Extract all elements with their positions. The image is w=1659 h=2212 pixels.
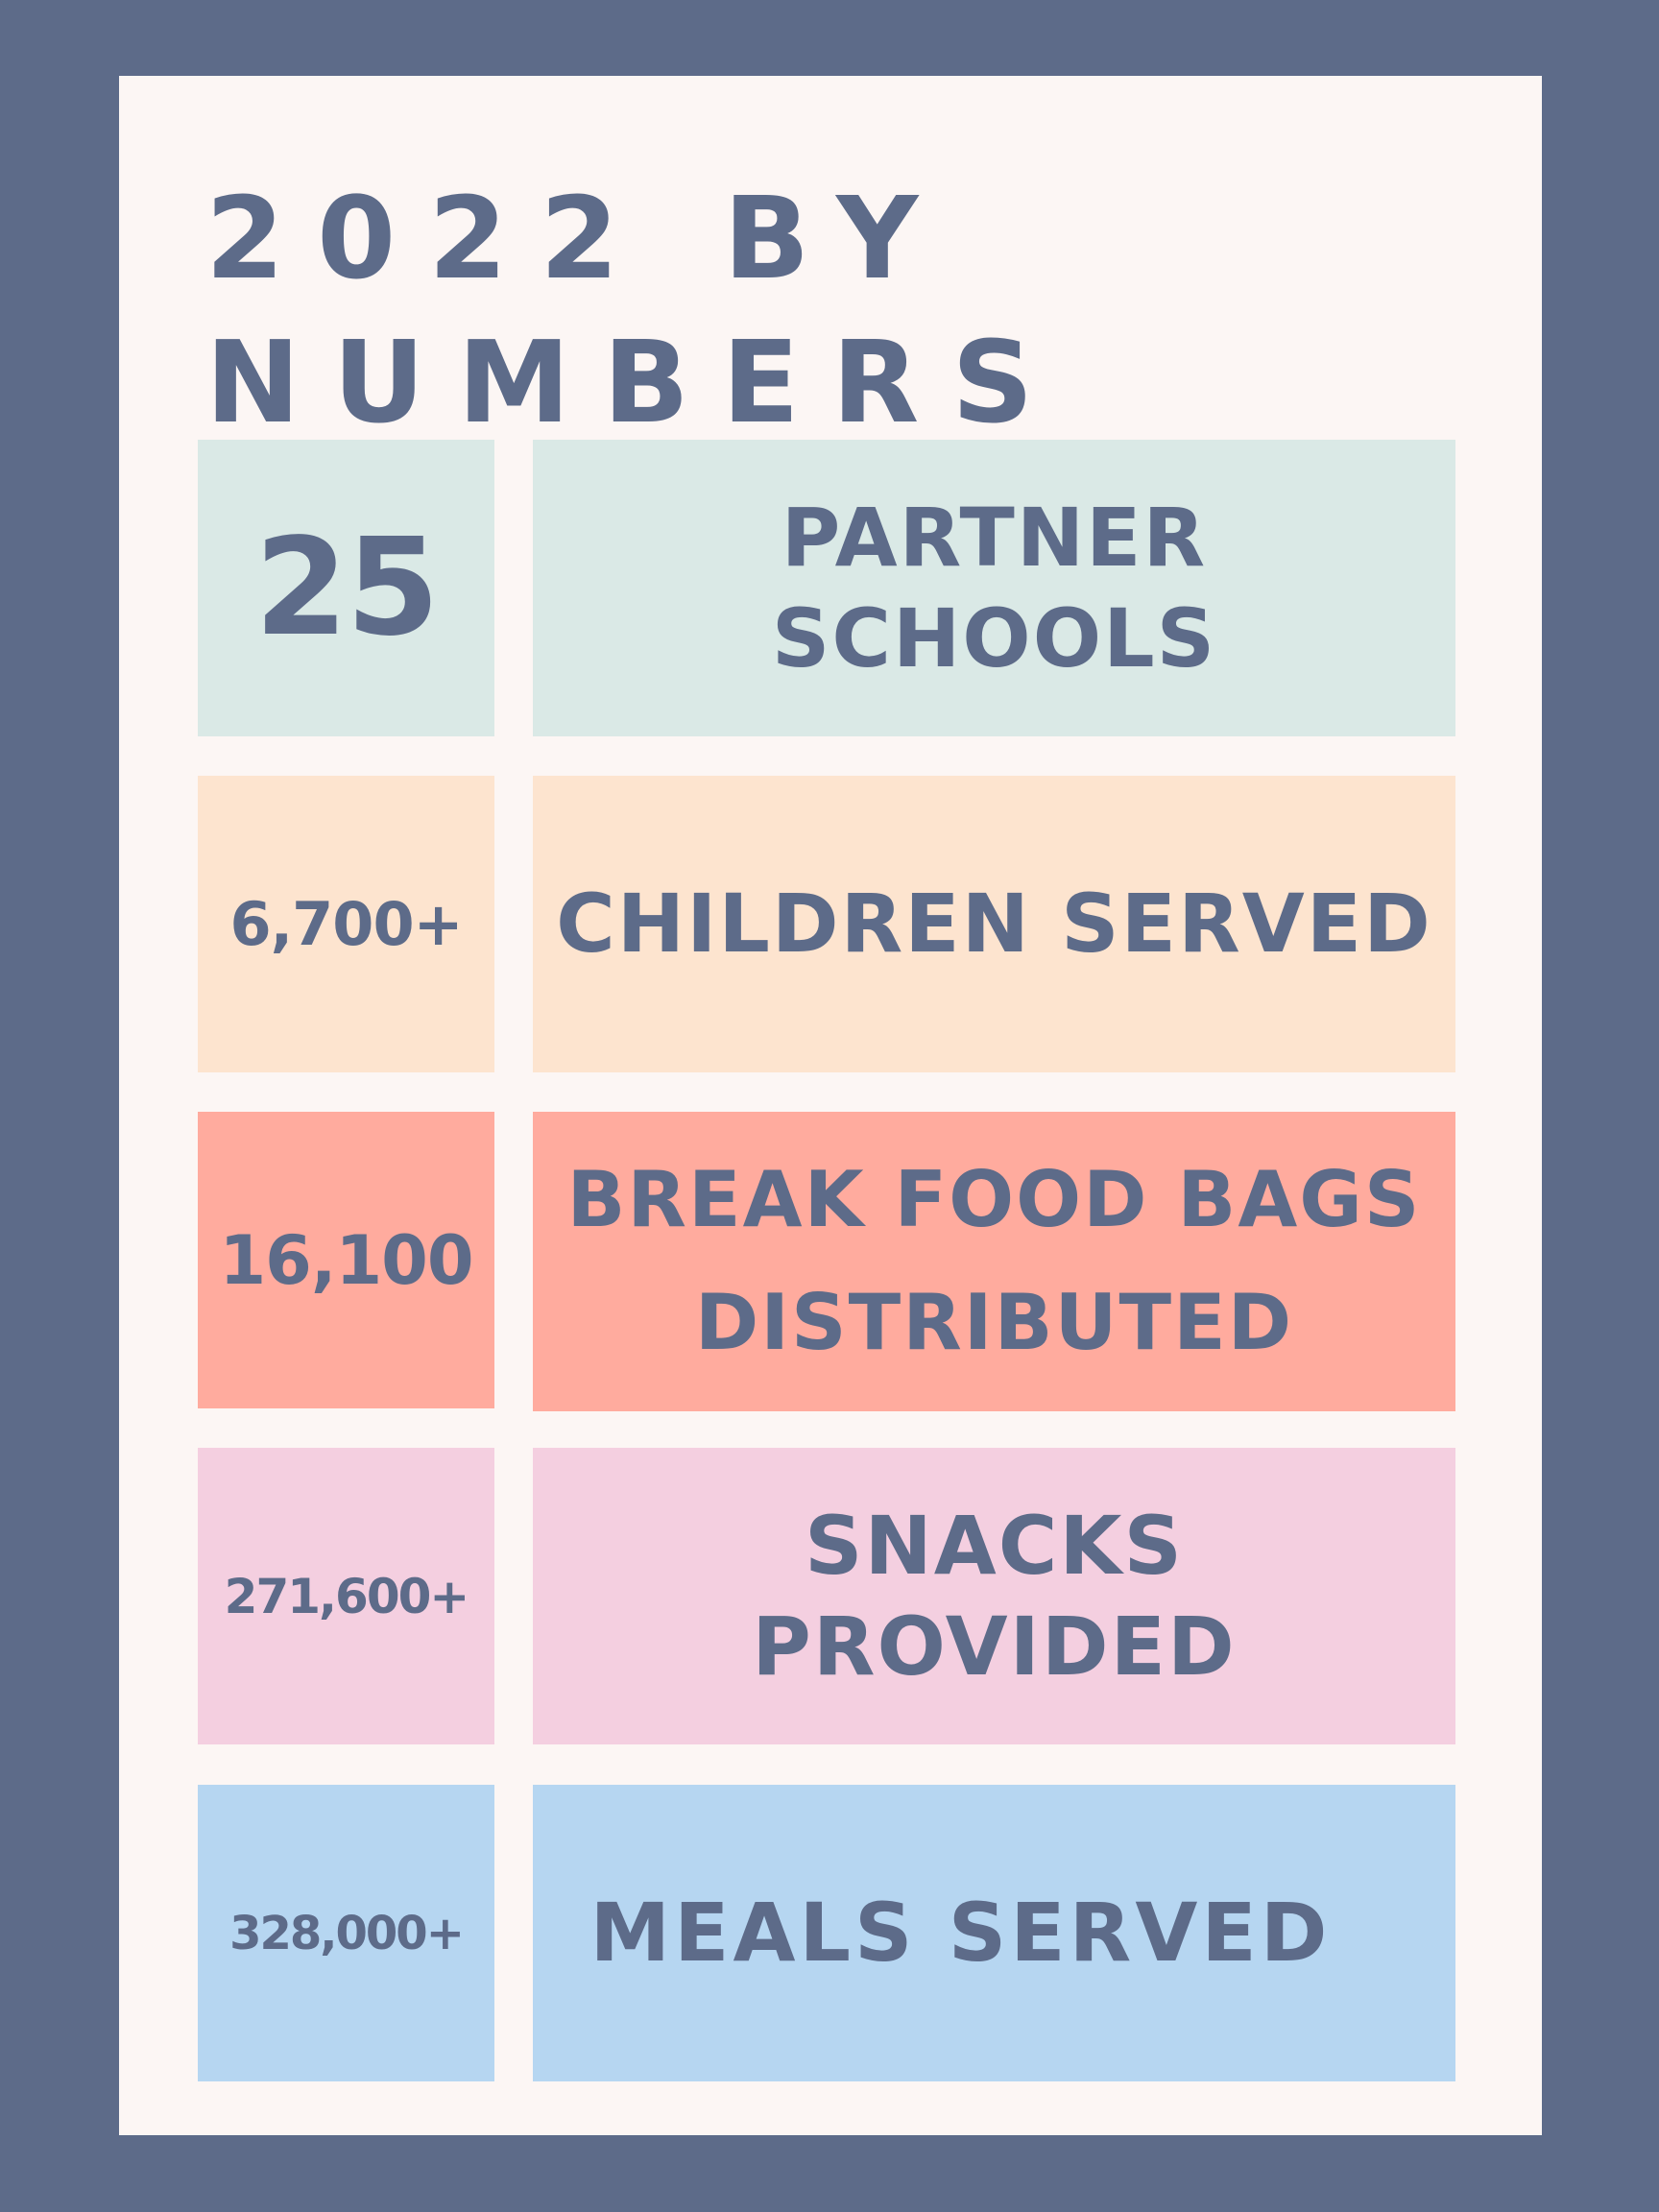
stat-label: SNACKS PROVIDED xyxy=(752,1498,1237,1694)
stat-label-break-food-bags: BREAK FOOD BAGS DISTRIBUTED xyxy=(533,1112,1455,1411)
title-line-1: 2022 BY xyxy=(205,172,951,304)
stat-label-meals-served: MEALS SERVED xyxy=(533,1785,1455,2081)
page-title: 2022 BY NUMBERS xyxy=(205,166,1066,454)
stat-label-snacks-provided: SNACKS PROVIDED xyxy=(533,1448,1455,1744)
stat-label-line-1: BREAK FOOD BAGS xyxy=(566,1155,1422,1244)
stat-label: PARTNER SCHOOLS xyxy=(771,490,1217,685)
infographic-card: 2022 BY NUMBERS 25 PARTNER SCHOOLS 6,700… xyxy=(119,76,1542,2135)
stat-number: 271,600+ xyxy=(224,1568,470,1624)
stat-value-children-served: 6,700+ xyxy=(198,776,494,1072)
stat-number: 16,100 xyxy=(219,1220,473,1300)
stat-number: 25 xyxy=(254,510,440,666)
stat-value-partner-schools: 25 xyxy=(198,440,494,736)
stat-label-children-served: CHILDREN SERVED xyxy=(533,776,1455,1072)
stat-number: 328,000+ xyxy=(229,1906,465,1960)
stat-label-partner-schools: PARTNER SCHOOLS xyxy=(533,440,1455,736)
stat-value-snacks-provided: 271,600+ xyxy=(198,1448,494,1744)
stat-label: MEALS SERVED xyxy=(589,1886,1332,1980)
stat-label-line-2: DISTRIBUTED xyxy=(694,1278,1294,1367)
stat-value-break-food-bags: 16,100 xyxy=(198,1112,494,1408)
stat-number: 6,700+ xyxy=(229,889,463,959)
title-line-2: NUMBERS xyxy=(205,316,1067,448)
stat-value-meals-served: 328,000+ xyxy=(198,1785,494,2081)
stat-label: CHILDREN SERVED xyxy=(556,877,1432,971)
